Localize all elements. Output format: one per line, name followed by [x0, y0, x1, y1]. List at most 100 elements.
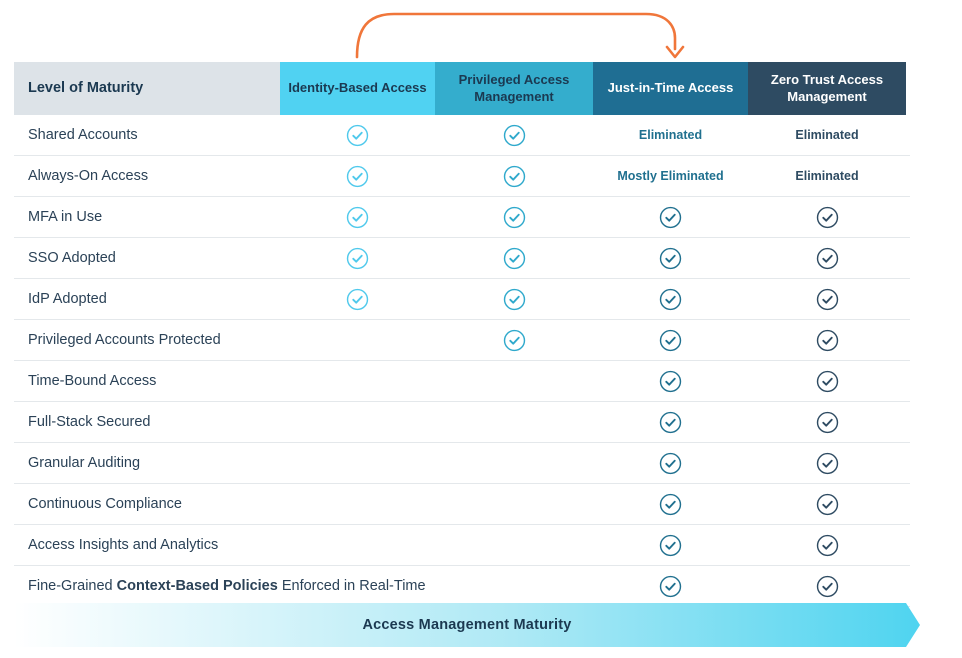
check-icon: [659, 206, 682, 228]
check-icon: [503, 288, 525, 310]
row-label-segment: Fine-Grained: [28, 578, 117, 594]
check-icon: [816, 411, 838, 433]
cell-privileged-access-management: [435, 206, 593, 229]
row-label: MFA in Use: [28, 209, 103, 225]
status-text: Eliminated: [795, 128, 859, 142]
cell-identity-based-access: [280, 165, 435, 188]
check-icon: [816, 288, 838, 310]
check-icon: [659, 247, 682, 269]
row-label: IdP Adopted: [28, 291, 107, 307]
cell-zero-trust-access-management: [748, 370, 906, 393]
maturity-table: Level of Maturity Identity-Based Access Pr…: [14, 62, 910, 607]
table-row: IdP Adopted: [14, 279, 910, 320]
cell-zero-trust-access-management: [748, 534, 906, 557]
row-label: Fine-Grained Context-Based Policies Enfo…: [14, 578, 426, 594]
row-label: Granular Auditing: [28, 455, 141, 471]
cell-zero-trust-access-management: [748, 411, 906, 434]
cell-privileged-access-management: [435, 288, 593, 311]
check-icon: [659, 329, 682, 351]
cell-identity-based-access: [280, 206, 435, 229]
cell-privileged-access-management: [435, 329, 593, 352]
column-header-privileged-access-management: Privileged Access Management: [435, 62, 593, 115]
check-icon: [346, 124, 369, 146]
row-label: Privileged Accounts Protected: [28, 332, 221, 348]
status-text: Eliminated: [638, 128, 703, 142]
row-label: Time-Bound Access: [28, 373, 157, 389]
cell-just-in-time-access: [593, 206, 748, 229]
row-label: Full-Stack Secured: [28, 414, 151, 430]
cell-privileged-access-management: [435, 124, 593, 147]
table-row: SSO Adopted: [14, 238, 910, 279]
table-row: Privileged Accounts Protected: [14, 320, 910, 361]
status-text: Eliminated: [795, 169, 859, 183]
table-header-row: Level of Maturity Identity-Based Access Pr…: [14, 62, 910, 115]
banner-label: Access Management Maturity: [362, 617, 572, 633]
check-icon: [816, 575, 838, 597]
column-header-identity-based-access: Identity-Based Access: [280, 62, 435, 115]
row-label: Always-On Access: [28, 168, 149, 184]
row-label-segment: Enforced in Real-Time: [277, 578, 426, 594]
check-icon: [659, 288, 682, 310]
table-row: Always-On Access Mostly Eliminated Elimina…: [14, 156, 910, 197]
check-icon: [659, 534, 682, 556]
table-row: Continuous Compliance: [14, 484, 910, 525]
cell-zero-trust-access-management: [748, 329, 906, 352]
cell-zero-trust-access-management: [748, 288, 906, 311]
cell-just-in-time-access: [593, 493, 748, 516]
cell-zero-trust-access-management: [748, 206, 906, 229]
cell-just-in-time-access: [593, 534, 748, 557]
cell-just-in-time-access: [593, 452, 748, 475]
cell-identity-based-access: [280, 288, 435, 311]
column-header-zero-trust-access-management: Zero Trust Access Management: [748, 62, 906, 115]
column-header-just-in-time-access: Just-in-Time Access: [593, 62, 748, 115]
cell-zero-trust-access-management: [748, 452, 906, 475]
cell-just-in-time-access: [593, 370, 748, 393]
cell-privileged-access-management: [435, 165, 593, 188]
cell-zero-trust-access-management: [748, 493, 906, 516]
check-icon: [816, 370, 838, 392]
check-icon: [659, 575, 682, 597]
cell-privileged-access-management: [435, 247, 593, 270]
maturity-banner: Access Management Maturity: [14, 603, 920, 647]
table-row: Access Insights and Analytics: [14, 525, 910, 566]
arrowhead-icon: [665, 45, 685, 59]
row-label: Continuous Compliance: [28, 496, 182, 512]
cell-zero-trust-access-management: [748, 575, 906, 598]
cell-zero-trust-access-management: Eliminated: [748, 169, 906, 183]
table-row: Full-Stack Secured: [14, 402, 910, 443]
table-row: MFA in Use: [14, 197, 910, 238]
table-row: Granular Auditing: [14, 443, 910, 484]
cell-just-in-time-access: [593, 329, 748, 352]
check-icon: [503, 165, 525, 187]
cell-just-in-time-access: [593, 411, 748, 434]
table-row: Shared Accounts Eliminated Eliminated: [14, 115, 910, 156]
check-icon: [816, 206, 838, 228]
cell-identity-based-access: [280, 124, 435, 147]
cell-zero-trust-access-management: Eliminated: [748, 128, 906, 142]
check-icon: [816, 493, 838, 515]
check-icon: [659, 493, 682, 515]
check-icon: [816, 247, 838, 269]
migration-arrow: [355, 12, 685, 59]
column-header-level-of-maturity: Level of Maturity: [14, 62, 280, 115]
check-icon: [503, 124, 525, 146]
cell-just-in-time-access: Mostly Eliminated: [593, 169, 748, 183]
cell-just-in-time-access: [593, 288, 748, 311]
row-label: SSO Adopted: [28, 250, 116, 266]
row-label-bold-segment: Context-Based Policies: [116, 578, 278, 594]
check-icon: [816, 534, 838, 556]
check-icon: [659, 411, 682, 433]
check-icon: [346, 288, 369, 310]
check-icon: [346, 206, 369, 228]
row-label: Access Insights and Analytics: [28, 537, 219, 553]
cell-just-in-time-access: [593, 247, 748, 270]
check-icon: [503, 329, 525, 351]
cell-just-in-time-access: Eliminated: [593, 128, 748, 142]
check-icon: [816, 452, 838, 474]
check-icon: [659, 452, 682, 474]
check-icon: [346, 165, 369, 187]
cell-just-in-time-access: [593, 575, 748, 598]
check-icon: [503, 247, 525, 269]
check-icon: [346, 247, 369, 269]
